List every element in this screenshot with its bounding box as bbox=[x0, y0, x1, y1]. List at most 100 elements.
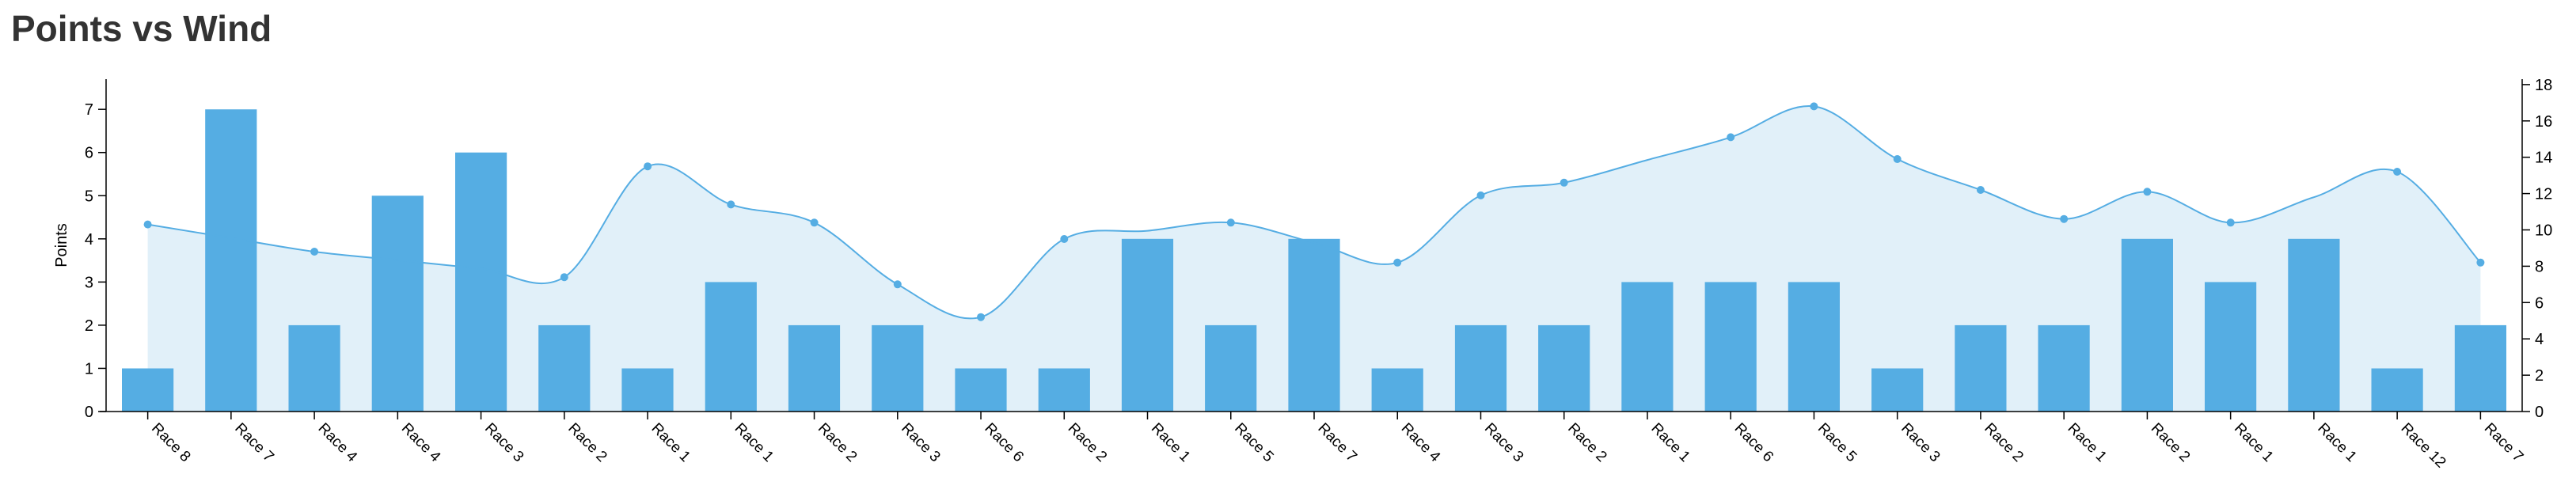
x-tick-label: Race 4 bbox=[1398, 420, 1444, 466]
bar-4 bbox=[371, 195, 424, 412]
x-tick-label: Race 6 bbox=[1731, 420, 1776, 465]
wind-point-28 bbox=[2393, 168, 2402, 176]
right-y-tick-label: 12 bbox=[2535, 186, 2552, 203]
left-y-tick-label: 7 bbox=[85, 101, 93, 119]
x-tick-label: Race 2 bbox=[1981, 420, 2026, 465]
x-tick-label: Race 2 bbox=[1564, 420, 1609, 465]
left-y-tick-label: 1 bbox=[85, 360, 93, 377]
bar-24 bbox=[2038, 324, 2090, 412]
bar-10 bbox=[872, 324, 924, 412]
right-y-tick-label: 16 bbox=[2535, 113, 2552, 131]
wind-point-21 bbox=[1810, 102, 1818, 111]
wind-point-29 bbox=[2476, 258, 2485, 267]
wind-point-20 bbox=[1727, 133, 1735, 142]
bar-8 bbox=[705, 282, 757, 412]
x-tick-label: Race 7 bbox=[231, 420, 276, 465]
left-y-axis-label: Points bbox=[53, 223, 70, 267]
bar-28 bbox=[2371, 368, 2423, 412]
x-tick-label: Race 6 bbox=[981, 420, 1026, 465]
bar-13 bbox=[1121, 238, 1174, 412]
bar-25 bbox=[2121, 238, 2173, 412]
bar-21 bbox=[1788, 282, 1840, 412]
left-y-tick-label: 4 bbox=[85, 231, 93, 248]
left-y-tick-label: 2 bbox=[85, 317, 93, 335]
x-tick-label: Race 7 bbox=[2481, 420, 2526, 465]
right-y-tick-label: 18 bbox=[2535, 77, 2552, 94]
bar-29 bbox=[2454, 324, 2506, 412]
right-y-tick-label: 14 bbox=[2535, 150, 2552, 167]
bar-3 bbox=[288, 324, 340, 412]
right-y-tick-label: 10 bbox=[2535, 222, 2552, 239]
wind-point-8 bbox=[727, 200, 735, 209]
x-tick-label: Race 1 bbox=[1148, 420, 1193, 465]
bar-2 bbox=[205, 109, 257, 412]
x-tick-label: Race 4 bbox=[398, 420, 444, 466]
wind-point-10 bbox=[893, 280, 902, 289]
bar-27 bbox=[2288, 238, 2340, 412]
x-tick-label: Race 4 bbox=[315, 420, 361, 466]
bar-6 bbox=[538, 324, 591, 412]
x-tick-label: Race 1 bbox=[2231, 420, 2276, 465]
wind-point-7 bbox=[644, 162, 652, 171]
bar-7 bbox=[621, 368, 674, 412]
x-tick-label: Race 2 bbox=[564, 420, 610, 465]
wind-point-14 bbox=[1226, 218, 1235, 227]
left-y-tick-label: 6 bbox=[85, 145, 93, 162]
wind-point-26 bbox=[2226, 218, 2235, 227]
bar-5 bbox=[455, 152, 507, 412]
wind-point-25 bbox=[2143, 188, 2152, 196]
right-y-tick-label: 0 bbox=[2535, 404, 2544, 421]
x-tick-label: Race 1 bbox=[731, 420, 777, 465]
wind-line bbox=[147, 105, 2482, 320]
wind-point-6 bbox=[560, 273, 568, 282]
x-tick-label: Race 3 bbox=[1898, 420, 1943, 465]
x-tick-label: Race 7 bbox=[1314, 420, 1359, 465]
right-y-tick-label: 6 bbox=[2535, 294, 2544, 312]
left-y-tick-label: 0 bbox=[85, 404, 93, 421]
right-y-tick-label: 4 bbox=[2535, 331, 2544, 348]
wind-point-9 bbox=[810, 218, 819, 227]
wind-point-3 bbox=[310, 248, 319, 256]
bar-26 bbox=[2205, 282, 2257, 412]
x-tick-label: Race 5 bbox=[1231, 420, 1276, 465]
wind-point-16 bbox=[1393, 258, 1402, 267]
wind-point-23 bbox=[1976, 186, 1985, 194]
x-tick-label: Race 1 bbox=[2314, 420, 2359, 465]
left-y-tick-label: 5 bbox=[85, 188, 93, 205]
x-tick-label: Race 3 bbox=[1481, 420, 1526, 465]
bar-14 bbox=[1205, 324, 1257, 412]
x-tick-label: Race 1 bbox=[1647, 420, 1693, 465]
x-tick-label: Race 1 bbox=[2065, 420, 2110, 465]
x-tick-label: Race 3 bbox=[898, 420, 943, 465]
bar-9 bbox=[788, 324, 841, 412]
x-tick-label: Race 1 bbox=[648, 420, 693, 465]
left-y-tick-label: 3 bbox=[85, 274, 93, 291]
bar-layer bbox=[122, 109, 2506, 412]
line-layer bbox=[143, 102, 2485, 321]
bar-12 bbox=[1038, 368, 1090, 412]
wind-point-18 bbox=[1560, 178, 1568, 187]
bar-18 bbox=[1538, 324, 1590, 412]
bar-19 bbox=[1621, 282, 1674, 412]
chart-title: Points vs Wind bbox=[11, 8, 272, 49]
wind-point-1 bbox=[143, 220, 152, 229]
x-tick-label: Race 8 bbox=[148, 420, 193, 465]
bar-16 bbox=[1371, 368, 1423, 412]
x-tick-label: Race 2 bbox=[2148, 420, 2193, 465]
wind-point-24 bbox=[2060, 214, 2069, 223]
bar-11 bbox=[955, 368, 1007, 412]
x-tick-label: Race 3 bbox=[481, 420, 526, 465]
bar-22 bbox=[1871, 368, 1924, 412]
bar-23 bbox=[1955, 324, 2007, 412]
bar-15 bbox=[1288, 238, 1340, 412]
x-tick-label: Race 5 bbox=[1814, 420, 1860, 465]
bar-20 bbox=[1704, 282, 1757, 412]
right-y-tick-label: 8 bbox=[2535, 258, 2544, 275]
right-y-tick-label: 2 bbox=[2535, 367, 2544, 385]
x-tick-label: Race 12 bbox=[2398, 420, 2449, 472]
wind-point-17 bbox=[1476, 191, 1485, 199]
wind-point-22 bbox=[1893, 155, 1902, 163]
bar-1 bbox=[122, 368, 174, 412]
x-tick-label: Race 2 bbox=[1065, 420, 1110, 465]
